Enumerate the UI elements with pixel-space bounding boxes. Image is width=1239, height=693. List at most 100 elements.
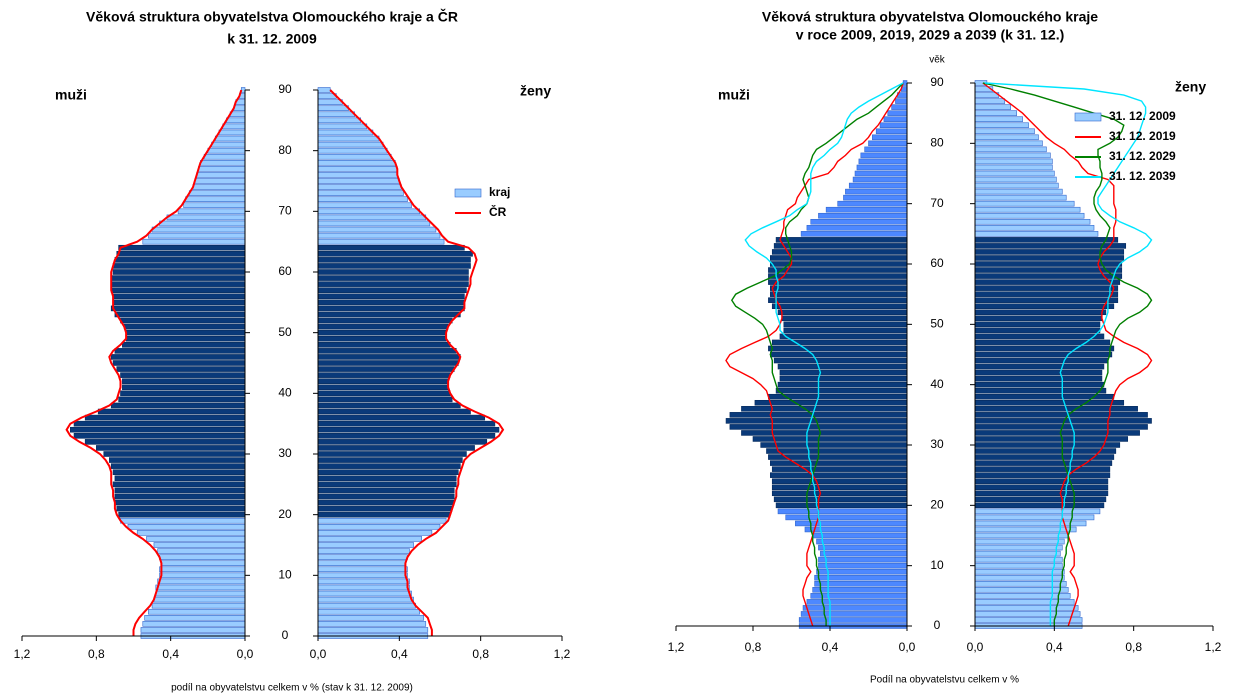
male-bar (211, 141, 246, 148)
male-bar (771, 484, 908, 491)
male-bar (240, 87, 246, 93)
male-bar (768, 297, 908, 303)
female-bar (974, 399, 1125, 406)
female-bar (317, 299, 465, 306)
female-bar (317, 469, 459, 475)
female-bar (317, 536, 422, 542)
female-bar (317, 275, 469, 281)
female-bar (317, 615, 425, 621)
male-bar (771, 249, 908, 255)
female-bar (974, 327, 1101, 334)
male-bar (110, 281, 246, 287)
male-bar (883, 116, 908, 122)
male-bar (820, 550, 908, 557)
x-tick-label: 1,2 (14, 647, 31, 661)
female-bar (974, 333, 1105, 340)
y-tick-label: 40 (278, 386, 292, 400)
female-bar (317, 433, 496, 439)
x-tick-label: 0,4 (391, 647, 408, 661)
female-bar (974, 363, 1105, 370)
female-bar (317, 602, 416, 609)
female-bar (974, 484, 1109, 491)
male-bar (752, 436, 908, 442)
female-bar (317, 445, 475, 451)
female-bar (317, 499, 455, 506)
male-bar (203, 153, 246, 160)
female-bar (317, 414, 486, 421)
x-axis-label: podíl na obyvatelstvu celkem v % (stav k… (171, 683, 413, 693)
female-bar (317, 354, 461, 360)
y-tick-label: 30 (930, 437, 944, 451)
legend-swatch (1074, 112, 1102, 122)
female-bar (317, 596, 414, 603)
male-bar (112, 299, 246, 306)
female-bar (974, 599, 1075, 605)
male-bar (902, 80, 908, 86)
female-bar (974, 538, 1065, 545)
female-bar (317, 147, 388, 154)
x-tick-label: 1,2 (668, 640, 685, 654)
male-bar (159, 554, 246, 560)
female-bar (317, 111, 355, 118)
male-bar (816, 538, 908, 545)
female-bar (317, 202, 412, 209)
male-bar (120, 317, 246, 324)
male-bar (818, 544, 908, 551)
male-bar (770, 351, 908, 358)
female-bar (317, 166, 398, 172)
male-bar (148, 608, 246, 615)
legend-swatch (454, 188, 482, 198)
male-bar (84, 414, 246, 421)
female-bar (317, 348, 457, 354)
female-bar (974, 381, 1105, 388)
x-tick-label: 0,8 (88, 647, 105, 661)
male-bar (151, 602, 246, 609)
female-bar (974, 568, 1065, 575)
female-bar (974, 212, 1085, 219)
male-bar (895, 98, 908, 104)
female-bar (317, 190, 404, 196)
female-bar (317, 105, 349, 111)
female-bar (317, 542, 414, 548)
male-bar (122, 342, 246, 348)
male-bar (112, 293, 246, 300)
male-bar (771, 466, 908, 472)
female-bar (974, 231, 1099, 237)
female-bar (317, 560, 406, 566)
male-bar (159, 572, 246, 579)
y-tick-label: 70 (278, 204, 292, 218)
female-bar (974, 261, 1123, 267)
female-bar (317, 566, 408, 573)
female-bar (974, 520, 1087, 527)
male-bar (109, 457, 246, 463)
male-bar (214, 135, 246, 142)
male-bar (73, 433, 246, 439)
male-bar (771, 303, 908, 310)
x-tick-label: 0,4 (162, 647, 179, 661)
male-bar (118, 511, 246, 518)
female-bar (317, 505, 453, 512)
male-bar (770, 285, 908, 291)
male-bar (161, 560, 246, 566)
male-bar (177, 208, 246, 215)
female-bar (317, 311, 461, 318)
female-bar (317, 184, 402, 190)
male-bar (118, 244, 246, 251)
female-line (984, 82, 1153, 626)
male-bar (136, 530, 246, 536)
female-bar (317, 487, 455, 494)
male-bar (887, 110, 908, 116)
male-bar (116, 505, 246, 512)
female-bar (317, 451, 467, 457)
female-bar (317, 530, 433, 536)
female-bar (317, 257, 471, 263)
male-bar (816, 568, 908, 575)
y-tick-label: 90 (930, 75, 944, 89)
male-bar (771, 478, 908, 484)
male-line (730, 82, 904, 626)
legend-label: 31. 12. 2009 (1109, 109, 1176, 123)
male-bar (159, 566, 246, 573)
male-bar (741, 406, 908, 412)
male-bar (200, 160, 246, 166)
